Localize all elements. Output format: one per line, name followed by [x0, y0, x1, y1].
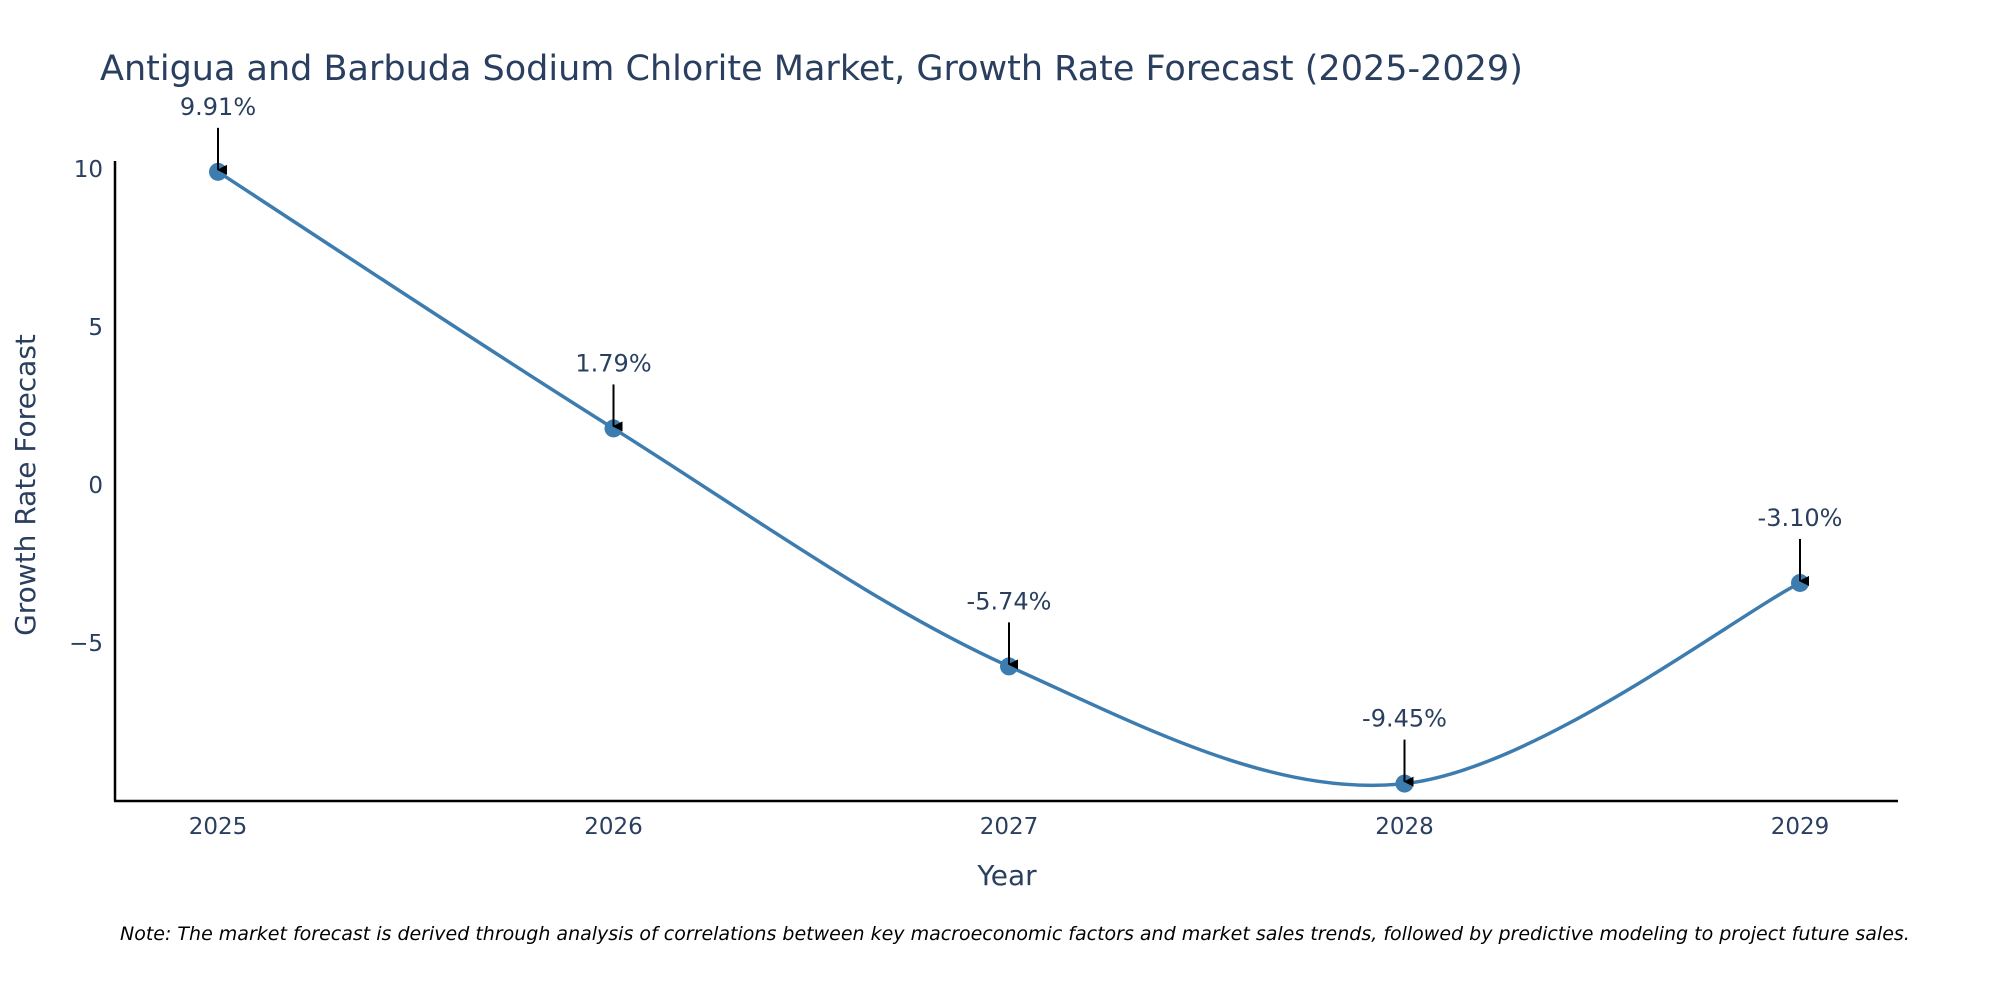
- data-label: -9.45%: [1362, 705, 1447, 733]
- x-tick-label: 2028: [1375, 814, 1434, 840]
- x-tick-label: 2027: [980, 814, 1039, 840]
- data-label: 1.79%: [575, 349, 651, 377]
- y-tick-label: 10: [74, 157, 103, 183]
- y-tick-labels: 10 5 0 −5: [69, 157, 103, 657]
- chart-title: Antigua and Barbuda Sodium Chlorite Mark…: [100, 49, 1523, 89]
- markers: [209, 162, 1809, 793]
- x-tick-label: 2026: [584, 814, 643, 840]
- x-tick-label: 2029: [1771, 814, 1830, 840]
- x-axis-title: Year: [976, 859, 1037, 892]
- axes: [113, 161, 1898, 803]
- data-label: -5.74%: [967, 587, 1052, 615]
- y-tick-label: −5: [69, 631, 103, 657]
- footnote: Note: The market forecast is derived thr…: [120, 923, 1910, 945]
- y-axis-title: Growth Rate Forecast: [9, 334, 42, 636]
- x-tick-labels: 2025 2026 2027 2028 2029: [189, 814, 1830, 840]
- series-growth-rate: [209, 162, 1809, 793]
- x-tick-label: 2025: [189, 814, 248, 840]
- y-tick-label: 5: [88, 315, 103, 341]
- data-annotations: 9.91% 1.79% -5.74% -9.45% -3.10%: [180, 93, 1843, 787]
- y-tick-label: 0: [88, 473, 103, 499]
- data-label: -3.10%: [1758, 504, 1843, 532]
- series-line: [216, 170, 1802, 788]
- data-label: 9.91%: [180, 93, 256, 121]
